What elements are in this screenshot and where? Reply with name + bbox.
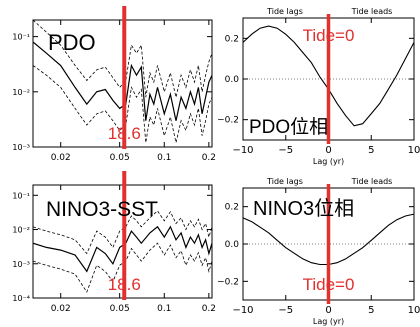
- x-axis-label: Lag (yr): [313, 317, 344, 326]
- x-tick-label: 5: [368, 145, 374, 156]
- y-tick-label: 10⁻⁴: [12, 294, 30, 303]
- x-tick-label: 0: [325, 305, 331, 316]
- x-tick-label: −5: [278, 305, 293, 316]
- x-tick-label: 10: [408, 145, 420, 156]
- panel-title: PDO位相: [249, 116, 328, 138]
- top-label-lags: Tide lags: [266, 7, 303, 16]
- y-tick-label: 10⁻³: [12, 260, 30, 269]
- x-tick-label: 0.1: [157, 304, 171, 314]
- panel-title: NINO3位相: [253, 197, 354, 220]
- x-tick-label: 0.02: [51, 153, 71, 163]
- x-tick-label: 0: [325, 145, 331, 156]
- y-tick-label: 10⁻²: [12, 226, 30, 235]
- series-upper-bound: [33, 210, 212, 255]
- y-tick-label: 10⁻¹: [12, 191, 30, 200]
- x-tick-label: 0.02: [51, 304, 71, 314]
- y-tick-label: 0.2: [225, 203, 239, 213]
- x-tick-label: 0.1: [157, 153, 171, 163]
- panel-nino3-phase: −10 −5 0 5 10 0.2 0.0 −0.2 Tide lags Tide leads La…: [217, 177, 420, 326]
- panel-nino3-spectrum: 0.02 0.05 0.1 0.2 10⁻¹ 10⁻² 10⁻³ 10⁻⁴ 18.6 NINO3-…: [12, 171, 216, 314]
- x-tick-label: 10: [408, 305, 420, 316]
- panel-title: PDO: [48, 30, 96, 55]
- x-tick-label: 0.05: [110, 153, 130, 163]
- x-tick-label: 0.2: [202, 304, 216, 314]
- y-tick-label: −0.2: [217, 277, 239, 287]
- y-tick-label: −0.2: [217, 116, 239, 126]
- marker-label: 18.6: [108, 275, 141, 294]
- series-upper-bound: [33, 20, 212, 98]
- top-label-leads: Tide leads: [351, 177, 393, 186]
- x-tick-label: −5: [278, 145, 293, 156]
- marker-label: Tide=0: [303, 275, 355, 294]
- y-tick-label: 0.2: [225, 34, 239, 44]
- x-axis-label: Lag (yr): [313, 157, 344, 166]
- x-tick-label: −10: [232, 145, 253, 156]
- y-tick-label: 10⁻¹: [12, 33, 30, 42]
- panel-pdo-spectrum: 0.02 0.05 0.1 0.2 10⁻¹ 10⁻² 10⁻³ 18.6 PDO: [12, 6, 216, 163]
- y-tick-label: 10⁻³: [12, 143, 30, 152]
- y-tick-label: 0.0: [225, 240, 240, 250]
- x-tick-label: −10: [232, 305, 253, 316]
- series-lower-bound: [33, 65, 212, 143]
- marker-label: 18.6: [108, 124, 141, 143]
- top-label-leads: Tide leads: [351, 7, 393, 16]
- panel-title: NINO3-SST: [46, 198, 158, 221]
- x-tick-label: 0.2: [202, 153, 216, 163]
- marker-label: Tide=0: [303, 26, 355, 45]
- top-label-lags: Tide lags: [266, 177, 303, 186]
- series-spectrum: [33, 41, 212, 121]
- panel-pdo-phase: −10 −5 0 5 10 0.2 0.0 −0.2 Tide lags Tide leads La…: [217, 7, 420, 166]
- series-lower-bound: [33, 242, 212, 293]
- x-tick-label: 0.05: [110, 304, 130, 314]
- y-tick-label: 10⁻²: [12, 88, 30, 97]
- series-spectrum: [33, 225, 212, 273]
- x-tick-label: 5: [368, 305, 374, 316]
- y-tick-label: 0.0: [225, 75, 240, 85]
